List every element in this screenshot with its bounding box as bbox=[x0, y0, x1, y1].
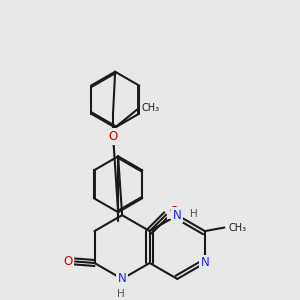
Text: O: O bbox=[169, 205, 178, 218]
Text: H: H bbox=[117, 289, 124, 299]
Text: CH₃: CH₃ bbox=[141, 103, 160, 113]
Text: N: N bbox=[118, 272, 127, 285]
Text: H: H bbox=[190, 209, 198, 219]
Text: N: N bbox=[201, 256, 209, 269]
Text: O: O bbox=[109, 130, 118, 143]
Text: O: O bbox=[63, 255, 72, 268]
Text: N: N bbox=[173, 209, 182, 222]
Text: CH₃: CH₃ bbox=[229, 223, 247, 232]
